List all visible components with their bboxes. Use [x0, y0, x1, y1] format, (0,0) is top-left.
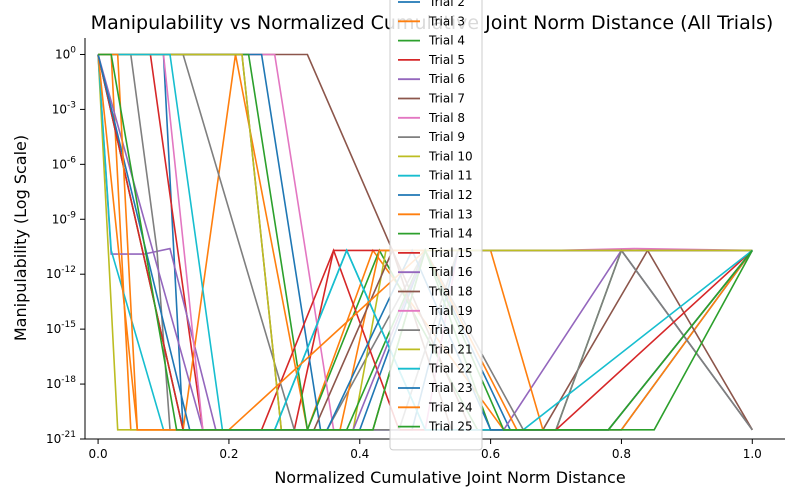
- legend-entry: Trial 2: [428, 0, 465, 9]
- legend-entry: Trial 21: [428, 342, 473, 356]
- legend-entry: Trial 15: [428, 246, 473, 260]
- y-tick-label: 10-18: [46, 375, 76, 391]
- legend-entry: Trial 22: [428, 362, 473, 376]
- legend-entry: Trial 5: [428, 53, 465, 67]
- legend-entry: Trial 14: [428, 227, 473, 241]
- y-tick-label: 10-9: [52, 210, 77, 226]
- legend-entry: Trial 23: [428, 381, 473, 395]
- x-tick-label: 0.6: [481, 447, 500, 461]
- y-tick-label: 10-15: [46, 320, 76, 336]
- legend: Trial 2 Trial 3 Trial 4 Trial 5 Trial 6 Trial…: [389, 0, 483, 451]
- axes: 0.0 0.2 0.4 0.6 0.8 1.0 100 10-3 10-6 10-9 10-12 10…: [46, 38, 785, 461]
- legend-entry: Trial 13: [428, 207, 473, 221]
- series-line-trial-9: [98, 53, 753, 431]
- legend-entry: Trial 16: [428, 265, 473, 279]
- y-tick-label: 10-3: [52, 100, 76, 116]
- legend-box: [389, 0, 483, 451]
- legend-entry: Trial 24: [428, 400, 473, 414]
- legend-entry: Trial 11: [428, 169, 473, 183]
- legend-entry: Trial 18: [428, 285, 473, 299]
- x-tick-label: 0.4: [350, 447, 369, 461]
- legend-entry: Trial 25: [428, 420, 473, 434]
- x-tick-label: 1.0: [743, 447, 762, 461]
- x-tick-label: 0.2: [219, 447, 238, 461]
- x-tick-label: 0.8: [612, 447, 631, 461]
- x-axis-label: Normalized Cumulative Joint Norm Distanc…: [274, 468, 625, 487]
- legend-entry: Trial 19: [428, 304, 473, 318]
- legend-entry: Trial 20: [428, 323, 473, 337]
- y-tick-label: 10-6: [52, 155, 77, 171]
- y-tick-label: 100: [55, 45, 76, 61]
- legend-entry: Trial 4: [428, 34, 465, 48]
- y-axis-label: Manipulability (Log Scale): [11, 135, 30, 341]
- y-tick-label: 10-12: [46, 265, 76, 281]
- legend-entry: Trial 7: [428, 92, 465, 106]
- legend-entry: Trial 12: [428, 188, 473, 202]
- legend-entry: Trial 3: [428, 14, 465, 28]
- legend-entry: Trial 9: [428, 130, 465, 144]
- y-tick-label: 10-21: [46, 430, 76, 446]
- legend-entry: Trial 8: [428, 111, 465, 125]
- x-tick-label: 0.0: [89, 447, 108, 461]
- legend-entry: Trial 10: [428, 149, 473, 163]
- legend-entry: Trial 6: [428, 72, 465, 86]
